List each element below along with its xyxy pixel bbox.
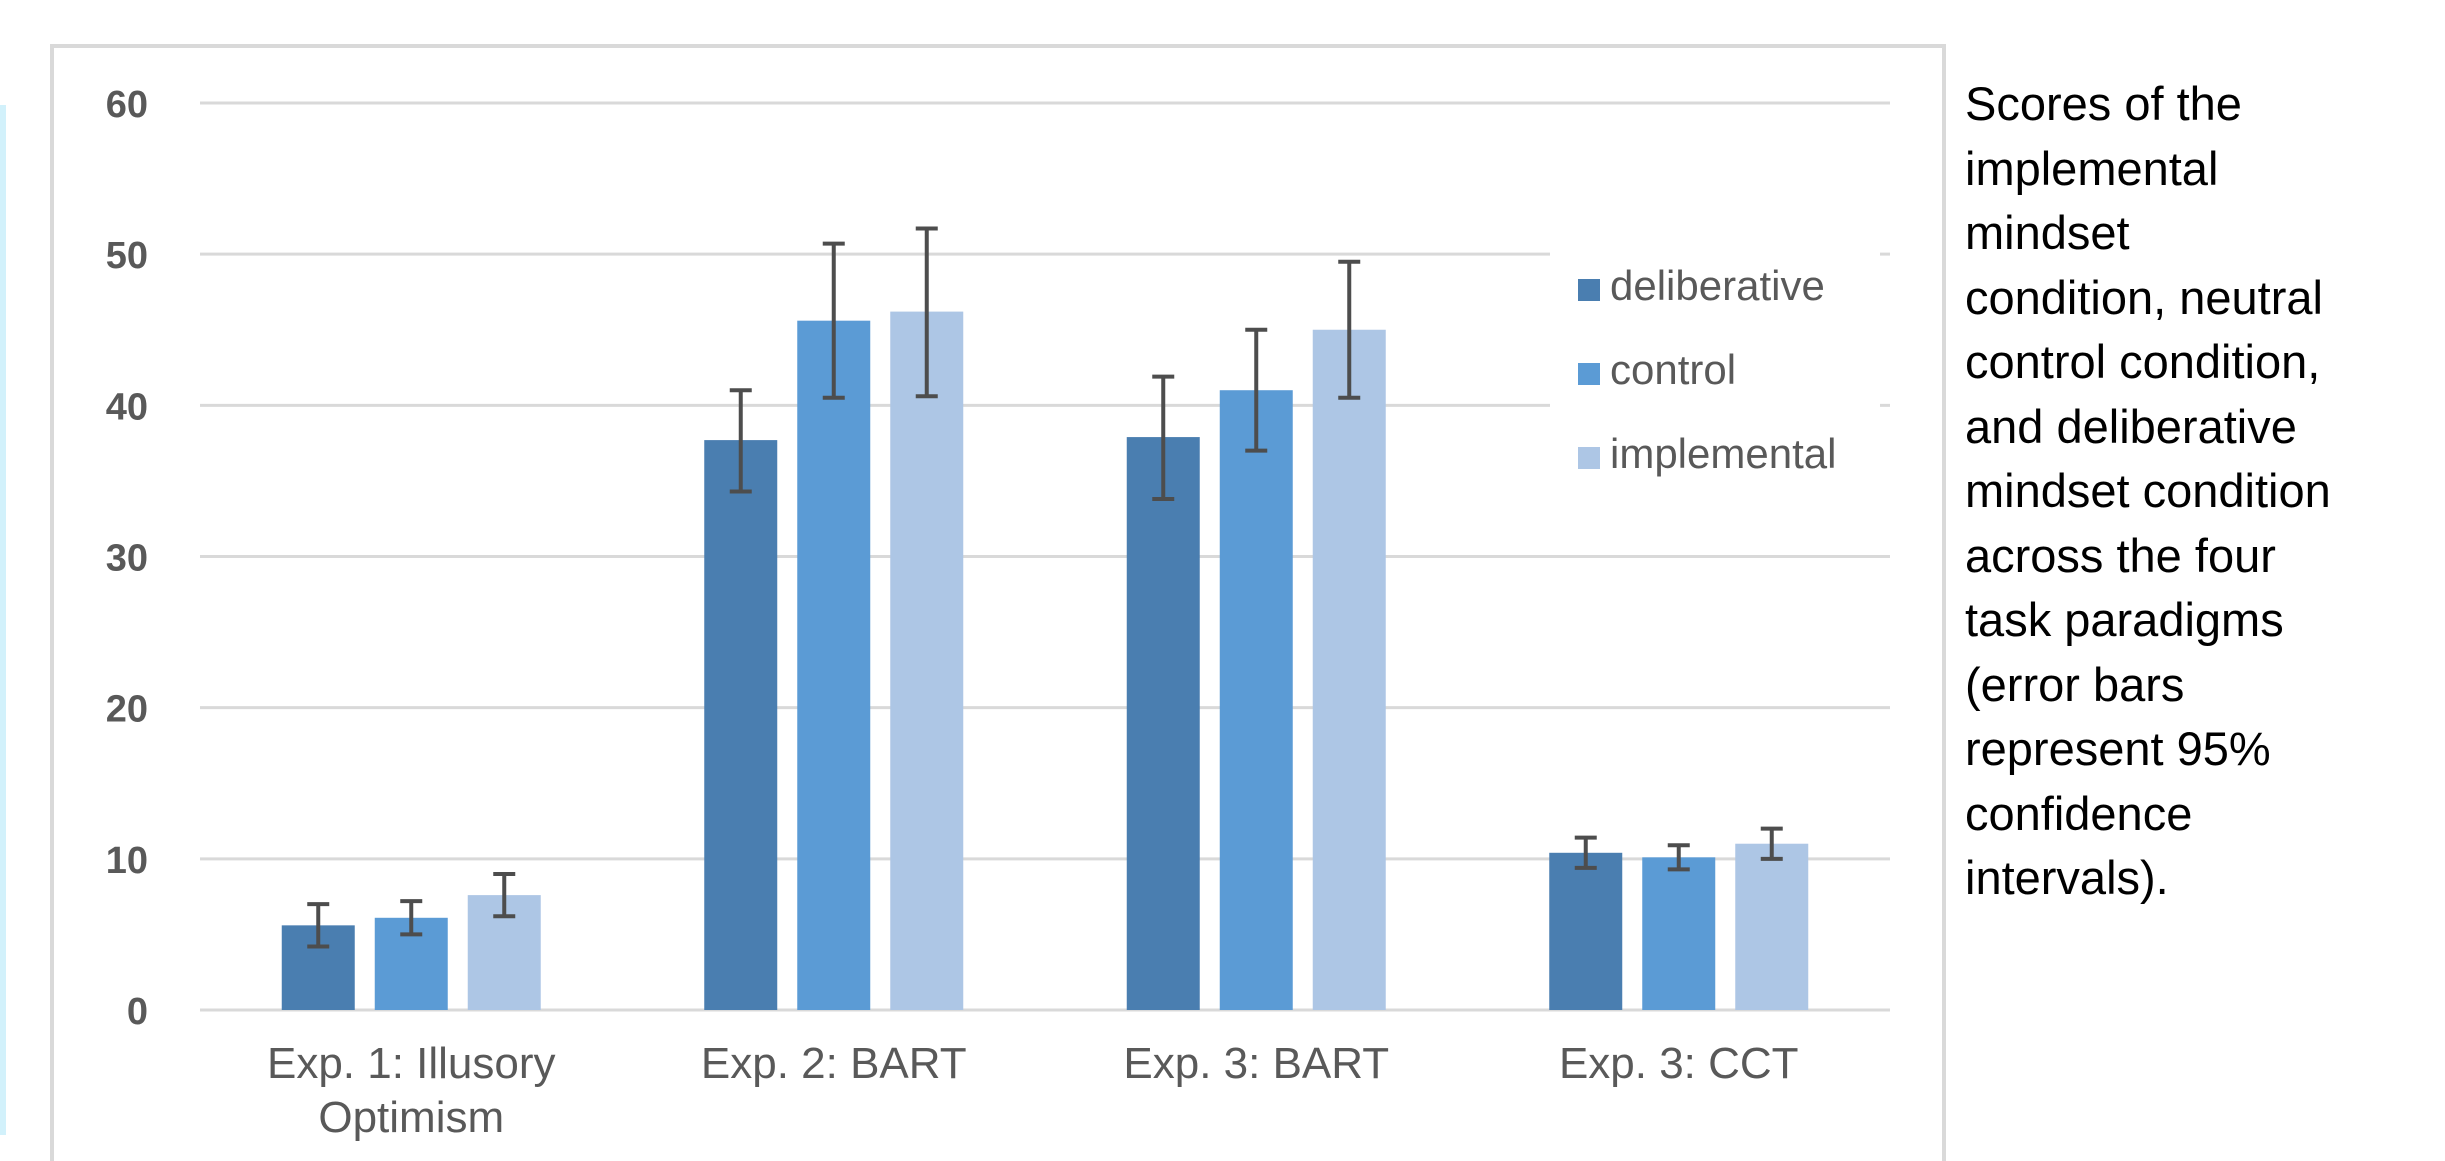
x-tick-label: Exp. 3: CCT [1559, 1039, 1799, 1088]
x-tick-label: Exp. 1: Illusory [267, 1039, 556, 1088]
y-tick-label: 40 [106, 386, 148, 428]
bar-control [1219, 390, 1293, 1010]
x-tick-label: Exp. 2: BART [701, 1039, 967, 1088]
x-tick-label: Exp. 3: BART [1123, 1039, 1389, 1088]
bar-control [797, 320, 871, 1010]
y-axis-ticks: 0 10 20 30 40 50 60 [106, 84, 148, 1033]
bar-implemental [890, 311, 964, 1010]
legend-label: implemental [1610, 430, 1836, 477]
bars [281, 311, 1809, 1010]
y-tick-label: 50 [106, 235, 148, 277]
bar-deliberative [704, 440, 778, 1010]
bar-implemental [1735, 843, 1809, 1010]
legend-swatch [1578, 447, 1600, 469]
legend-label: control [1610, 346, 1736, 393]
y-tick-label: 20 [106, 689, 148, 731]
legend-box [1550, 250, 1880, 480]
bar-implemental [1312, 329, 1386, 1010]
legend-label: deliberative [1610, 262, 1825, 309]
x-axis-ticks: Exp. 1: Illusory Optimism Exp. 2: BART Exp.… [267, 1039, 1799, 1142]
error-bars [307, 226, 1783, 949]
left-accent-strip [0, 105, 6, 1135]
bar-control [1642, 857, 1716, 1010]
legend-swatch [1578, 363, 1600, 385]
legend: deliberative control implemental [1550, 250, 1880, 480]
bar-deliberative [1549, 852, 1623, 1010]
gridlines [200, 101, 1890, 1012]
bar-deliberative [1126, 437, 1200, 1010]
y-tick-label: 10 [106, 840, 148, 882]
chart-frame [50, 44, 1946, 1161]
y-tick-label: 30 [106, 538, 148, 580]
y-tick-label: 60 [106, 84, 148, 126]
x-tick-label: Optimism [318, 1093, 504, 1142]
figure-caption: Scores of the implemental mindset condit… [1965, 77, 2331, 904]
y-tick-label: 0 [127, 991, 148, 1033]
legend-swatch [1578, 279, 1600, 301]
